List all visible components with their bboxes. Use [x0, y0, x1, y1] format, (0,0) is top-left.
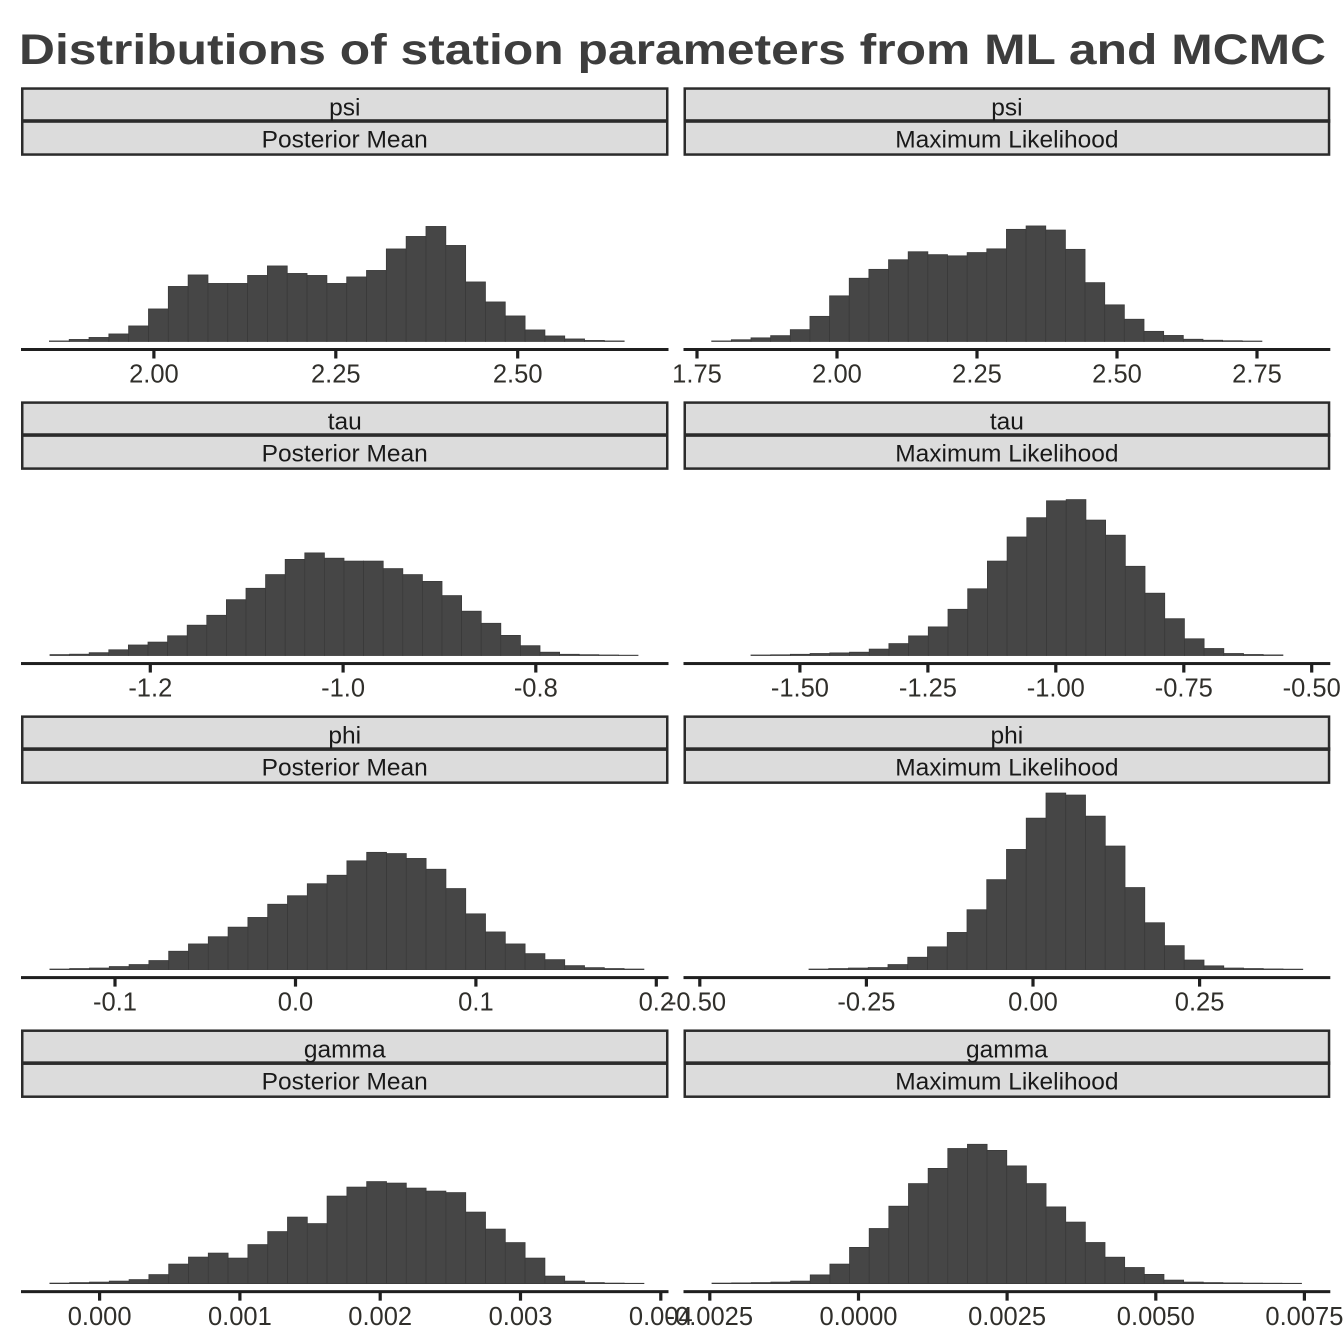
- svg-text:phi: phi: [328, 722, 361, 749]
- svg-text:2.75: 2.75: [1232, 361, 1282, 389]
- svg-text:0.0: 0.0: [278, 989, 313, 1017]
- svg-text:-1.2: -1.2: [128, 675, 172, 703]
- svg-text:Posterior Mean: Posterior Mean: [262, 1068, 428, 1095]
- svg-text:0.0075: 0.0075: [1265, 1303, 1343, 1331]
- svg-text:phi: phi: [991, 722, 1024, 749]
- svg-text:-0.8: -0.8: [514, 675, 558, 703]
- svg-text:-0.1: -0.1: [93, 989, 137, 1017]
- svg-text:0.25: 0.25: [1175, 989, 1225, 1017]
- svg-text:0.002: 0.002: [348, 1303, 412, 1331]
- svg-text:gamma: gamma: [966, 1036, 1048, 1063]
- svg-text:0.2: 0.2: [639, 989, 674, 1017]
- svg-text:-1.0: -1.0: [321, 675, 365, 703]
- svg-text:-0.0025: -0.0025: [667, 1303, 754, 1331]
- svg-text:-1.00: -1.00: [1027, 675, 1085, 703]
- svg-text:2.50: 2.50: [493, 361, 543, 389]
- svg-text:0.0000: 0.0000: [820, 1303, 898, 1331]
- svg-text:psi: psi: [991, 94, 1022, 121]
- svg-text:Posterior Mean: Posterior Mean: [262, 754, 428, 781]
- svg-text:0.003: 0.003: [489, 1303, 553, 1331]
- svg-text:-0.75: -0.75: [1155, 675, 1213, 703]
- svg-text:Posterior Mean: Posterior Mean: [262, 440, 428, 467]
- svg-text:Posterior Mean: Posterior Mean: [262, 126, 428, 153]
- svg-text:psi: psi: [329, 94, 360, 121]
- svg-text:-1.50: -1.50: [771, 675, 829, 703]
- svg-text:0.1: 0.1: [458, 989, 493, 1017]
- svg-text:1.75: 1.75: [672, 361, 722, 389]
- svg-text:0.00: 0.00: [1008, 989, 1058, 1017]
- svg-text:0.004: 0.004: [629, 1303, 693, 1331]
- svg-text:Maximum Likelihood: Maximum Likelihood: [895, 440, 1118, 467]
- svg-text:Distributions of station param: Distributions of station parameters from…: [19, 26, 1326, 74]
- svg-text:-1.25: -1.25: [899, 675, 957, 703]
- svg-text:2.00: 2.00: [129, 361, 179, 389]
- svg-text:-0.50: -0.50: [668, 989, 726, 1017]
- svg-text:Maximum Likelihood: Maximum Likelihood: [895, 1068, 1118, 1095]
- svg-text:-0.50: -0.50: [1283, 675, 1341, 703]
- svg-text:0.0025: 0.0025: [968, 1303, 1046, 1331]
- svg-text:0.001: 0.001: [208, 1303, 272, 1331]
- svg-text:tau: tau: [328, 408, 362, 435]
- svg-text:2.50: 2.50: [1092, 361, 1142, 389]
- svg-text:2.25: 2.25: [311, 361, 361, 389]
- svg-text:-0.25: -0.25: [837, 989, 895, 1017]
- svg-text:tau: tau: [990, 408, 1024, 435]
- svg-text:2.25: 2.25: [952, 361, 1002, 389]
- svg-text:0.0050: 0.0050: [1117, 1303, 1195, 1331]
- svg-text:gamma: gamma: [304, 1036, 386, 1063]
- svg-text:Maximum Likelihood: Maximum Likelihood: [895, 754, 1118, 781]
- svg-text:Maximum Likelihood: Maximum Likelihood: [895, 126, 1118, 153]
- svg-text:0.000: 0.000: [68, 1303, 132, 1331]
- svg-text:2.00: 2.00: [812, 361, 862, 389]
